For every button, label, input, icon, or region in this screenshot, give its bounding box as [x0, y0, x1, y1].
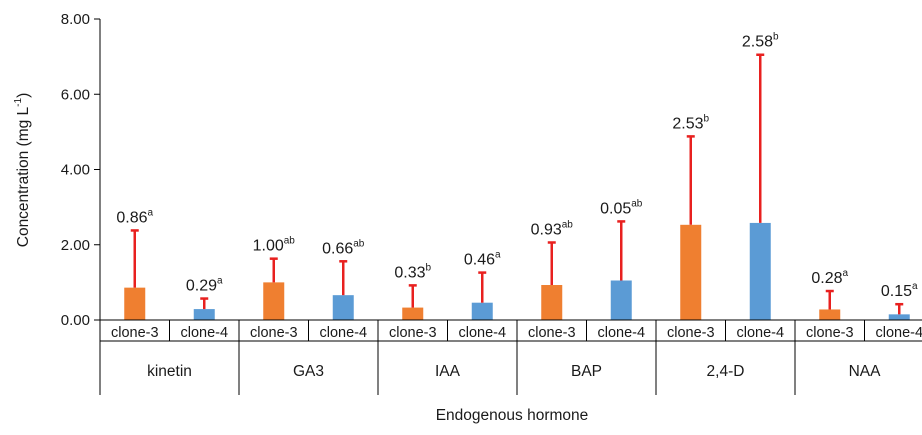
- data-label-significance: b: [426, 262, 432, 273]
- data-label-significance: a: [912, 281, 918, 292]
- data-label-value: 0.05: [600, 200, 631, 217]
- y-tick-label: 6.00: [61, 86, 90, 103]
- x-category-label: clone-3: [111, 325, 159, 341]
- data-label-value: 0.15: [881, 283, 912, 300]
- data-label: 2.53b: [672, 113, 709, 132]
- bar-IAA-clone-4: [471, 302, 493, 320]
- data-label-significance: b: [704, 113, 710, 124]
- data-label-significance: ab: [284, 236, 296, 247]
- data-label-significance: ab: [353, 238, 365, 249]
- x-category-label: clone-3: [667, 325, 715, 341]
- x-category-label: clone-3: [389, 325, 437, 341]
- y-tick-label: 4.00: [61, 162, 90, 179]
- data-label-significance: a: [148, 207, 154, 218]
- data-label: 0.86a: [116, 207, 153, 226]
- data-label-significance: a: [217, 276, 223, 287]
- bar-NAA-clone-3: [819, 309, 841, 320]
- data-label: 0.66ab: [322, 238, 365, 257]
- data-label: 2.58b: [742, 32, 779, 51]
- data-label-significance: b: [773, 32, 779, 43]
- x-category-label: clone-4: [319, 325, 367, 341]
- data-label-value: 0.93: [531, 221, 562, 238]
- data-label-significance: ab: [562, 219, 574, 230]
- data-label-significance: ab: [631, 198, 643, 209]
- data-label: 1.00ab: [253, 236, 296, 255]
- data-label-value: 0.66: [322, 240, 353, 257]
- x-category-label: clone-4: [597, 325, 645, 341]
- bar-GA3-clone-3: [263, 282, 285, 320]
- data-label: 0.29a: [186, 276, 223, 295]
- data-label: 0.46a: [464, 250, 501, 269]
- x-category-label: clone-3: [250, 325, 298, 341]
- data-label: 0.15a: [881, 281, 918, 300]
- data-label-value: 0.33: [394, 264, 425, 281]
- bar-IAA-clone-3: [402, 307, 424, 320]
- y-tick-label: 2.00: [61, 237, 90, 254]
- x-axis: clone-3 clone-4 kinetin clone-3 clone-4 GA3 cl…: [99, 319, 922, 395]
- data-label: 0.33b: [394, 262, 431, 281]
- data-label-value: 2.53: [672, 115, 703, 132]
- x-group-label: BAP: [571, 363, 602, 380]
- y-axis: 0.00 2.00 4.00 6.00 8.00: [61, 11, 101, 329]
- data-label-value: 0.28: [811, 270, 842, 287]
- x-group-label: GA3: [293, 363, 324, 380]
- x-category-label: clone-3: [528, 325, 576, 341]
- data-label: 0.05ab: [600, 198, 643, 217]
- bar-2,4-D-clone-3: [680, 224, 702, 320]
- x-category-label: clone-4: [180, 325, 228, 341]
- bar-2,4-D-clone-4: [749, 222, 771, 320]
- data-label-value: 0.46: [464, 252, 495, 269]
- data-label-significance: a: [495, 250, 501, 261]
- x-category-label: clone-4: [875, 325, 922, 341]
- y-axis-title: Concentration (mg L-1): [13, 93, 32, 248]
- bar-GA3-clone-4: [332, 295, 354, 320]
- data-label-value: 2.58: [742, 34, 773, 51]
- y-tick-label: 8.00: [61, 11, 90, 28]
- data-label-value: 0.29: [186, 278, 217, 295]
- data-label: 0.28a: [811, 268, 848, 287]
- x-group-label: NAA: [849, 363, 882, 380]
- data-label-significance: a: [843, 268, 849, 279]
- x-axis-title: Endogenous hormone: [436, 407, 589, 424]
- bar-kinetin-clone-4: [193, 309, 215, 320]
- x-category-label: clone-4: [458, 325, 506, 341]
- x-group-label: kinetin: [147, 363, 192, 380]
- y-tick-label: 0.00: [61, 312, 90, 329]
- data-label: 0.93ab: [531, 219, 574, 238]
- x-category-label: clone-3: [806, 325, 854, 341]
- y-axis-title-suffix: ): [15, 93, 32, 98]
- bar-kinetin-clone-3: [124, 287, 146, 320]
- bar-BAP-clone-3: [541, 285, 563, 320]
- bar-BAP-clone-4: [610, 280, 632, 320]
- y-axis-title-main: Concentration (mg L: [15, 106, 32, 247]
- data-label-value: 1.00: [253, 238, 284, 255]
- x-group-label: IAA: [435, 363, 461, 380]
- x-group-label: 2,4-D: [707, 363, 745, 380]
- bar-NAA-clone-4: [888, 314, 910, 320]
- data-label-value: 0.86: [116, 209, 147, 226]
- y-axis-title-sup: -1: [13, 97, 24, 106]
- x-category-label: clone-4: [736, 325, 784, 341]
